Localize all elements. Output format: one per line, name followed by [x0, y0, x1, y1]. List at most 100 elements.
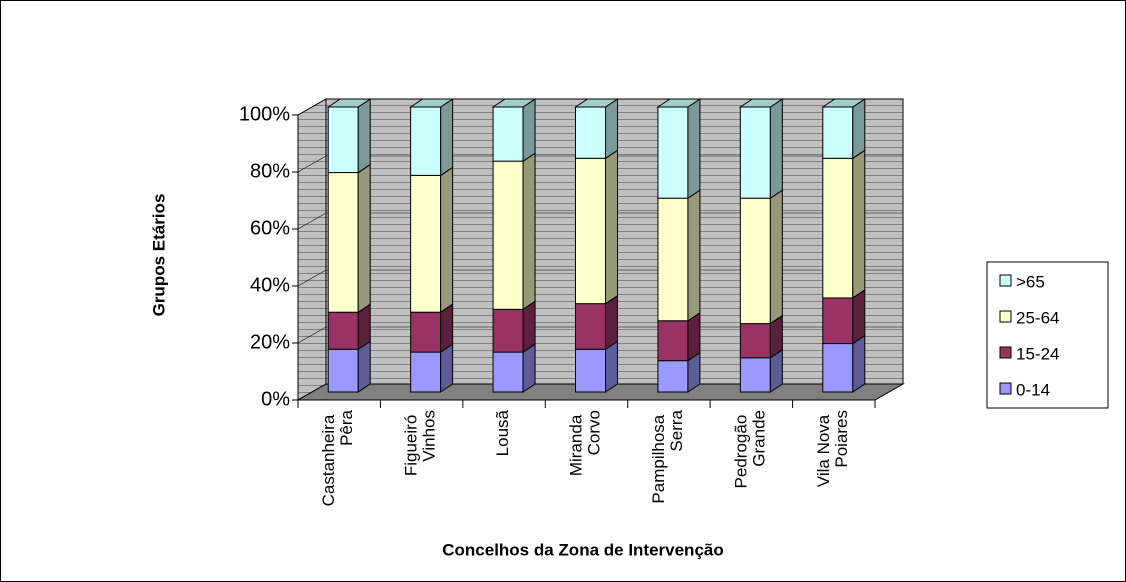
- label-line: Pêra: [338, 409, 357, 445]
- bar-front: [492, 160, 524, 310]
- label-line: Vila Nova: [814, 410, 833, 487]
- bar-front: [822, 157, 854, 299]
- label-line: Miranda: [567, 410, 586, 476]
- x-tick-label: Vila Nova Poiares: [814, 410, 851, 487]
- bar-front: [492, 308, 524, 353]
- bar-segment: [575, 294, 618, 351]
- bar-side: [852, 289, 866, 345]
- bar-side: [357, 98, 371, 174]
- bar-front: [327, 172, 359, 313]
- side-wall: [297, 98, 327, 401]
- bar-front: [492, 351, 524, 393]
- x-tick-label: Lousã: [494, 409, 513, 456]
- bar-side: [357, 340, 371, 393]
- bar-segment: [327, 163, 371, 314]
- bar-side: [852, 149, 866, 299]
- legend-swatch: [999, 310, 1012, 323]
- bar-front: [822, 106, 854, 159]
- bar-front: [822, 297, 854, 345]
- bar-front: [492, 106, 524, 162]
- label-line: Serra: [667, 409, 686, 451]
- y-tick-label: 20%: [250, 331, 290, 353]
- bar-side: [852, 334, 866, 393]
- bar-front: [739, 197, 771, 325]
- y-tick-label: 0%: [261, 388, 290, 410]
- legend-swatch: [999, 382, 1012, 395]
- label-line: Grande: [750, 410, 769, 467]
- bar-top: [656, 98, 702, 108]
- bar-front: [410, 174, 442, 313]
- bar-top: [326, 98, 372, 108]
- label-line: Figueiró: [402, 410, 421, 476]
- label-line: Corvo: [585, 410, 604, 455]
- bar-segment: [410, 303, 454, 354]
- label-line: Poiares: [832, 410, 851, 468]
- bar-segment: [656, 98, 702, 200]
- bar-front: [657, 360, 689, 393]
- bar-front: [327, 348, 359, 393]
- bar-segment: [822, 334, 866, 393]
- bar-segment: [410, 166, 454, 314]
- bar-side: [687, 189, 701, 322]
- x-tick-label: Miranda Corvo: [567, 410, 604, 476]
- label-line: Vinhos: [420, 410, 439, 462]
- bar-front: [575, 303, 606, 350]
- bar-side: [687, 98, 701, 200]
- bar-top: [573, 98, 620, 108]
- bar-segment: [738, 98, 785, 200]
- bar-side: [522, 152, 536, 311]
- bar-front: [657, 197, 689, 322]
- bar-side: [522, 300, 536, 354]
- bar-segment: [822, 289, 866, 345]
- bar-segment: [491, 98, 537, 163]
- bar-front: [739, 106, 771, 199]
- bar-front: [739, 323, 771, 359]
- bar-front: [327, 311, 359, 350]
- bar-side: [357, 163, 371, 314]
- x-tick-label: Castanheira Pêra: [320, 409, 357, 506]
- bar-side: [769, 98, 783, 200]
- bar-segment: [410, 343, 454, 393]
- bar-front: [327, 106, 359, 174]
- label-line: Castanheira: [320, 410, 339, 506]
- bar-front: [822, 343, 854, 393]
- label-line: Pampilhosa: [649, 410, 668, 504]
- bar-front: [657, 106, 689, 199]
- grid-line: [297, 383, 903, 401]
- y-axis-title: Grupos Etários: [149, 194, 168, 317]
- bar-segment: [573, 98, 620, 160]
- bar-side: [852, 98, 866, 160]
- y-tick-label: 100%: [239, 103, 290, 125]
- legend-swatch: [999, 346, 1012, 359]
- bar-segment: [492, 152, 536, 311]
- bar-side: [605, 98, 618, 160]
- bar-front: [575, 157, 606, 305]
- bar-side: [522, 98, 536, 163]
- bar-side: [605, 294, 618, 351]
- y-tick-label: 60%: [250, 217, 290, 239]
- label-line: Pedrogão: [732, 410, 751, 488]
- x-tick-label: Pedrogão Grande: [732, 410, 769, 488]
- bar-side: [605, 340, 618, 393]
- grid-line: [297, 155, 903, 173]
- y-tick-label: 40%: [250, 274, 290, 296]
- bar-segment: [657, 189, 701, 322]
- bar-front: [410, 106, 442, 176]
- bar-front: [739, 357, 771, 393]
- bar-side: [769, 189, 783, 325]
- grid-line: [297, 269, 903, 287]
- bar-side: [440, 98, 454, 177]
- bar-top: [491, 98, 537, 108]
- bar-segment: [821, 98, 867, 160]
- y-tick-label: 80%: [250, 160, 290, 182]
- label-line: Lousã: [494, 409, 513, 456]
- bar-front: [410, 351, 442, 393]
- bar-segment: [822, 149, 866, 299]
- bar-front: [657, 320, 689, 362]
- bar-segment: [739, 189, 783, 325]
- bar-segment: [575, 149, 618, 305]
- bar-segment: [408, 98, 455, 177]
- bar-side: [440, 166, 454, 314]
- bar-top: [821, 98, 867, 108]
